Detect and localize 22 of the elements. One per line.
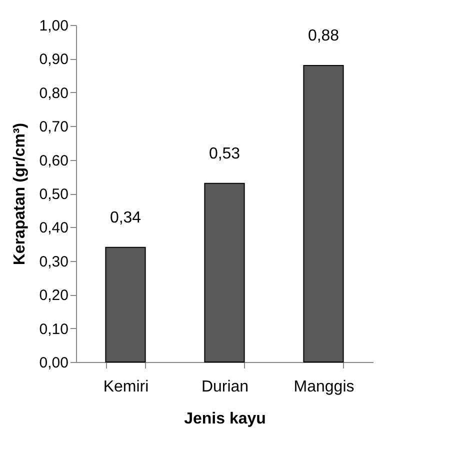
y-tick-label: 0,30 — [39, 253, 68, 270]
y-axis-title: Kerapatan (gr/cm³) — [11, 122, 28, 266]
x-tick-label: Manggis — [294, 378, 354, 396]
y-tick-label: 0,20 — [39, 287, 68, 304]
y-tick-label: 0,80 — [39, 84, 68, 102]
x-tick-label: Kemiri — [103, 378, 149, 396]
y-tick-label: 0,00 — [39, 354, 68, 372]
data-label: 0,88 — [308, 27, 340, 44]
y-tick-label: 0,60 — [39, 152, 68, 170]
data-label: 0,34 — [110, 209, 142, 226]
y-tick-label: 0,90 — [39, 51, 68, 68]
x-axis-title: Jenis kayu — [184, 410, 266, 428]
x-tick-label: Durian — [201, 378, 249, 396]
bar — [204, 182, 245, 362]
y-tick-label: 0,40 — [39, 220, 68, 237]
y-tick-label: 1,00 — [39, 18, 68, 34]
y-tick-label: 0,50 — [39, 186, 68, 203]
y-tick-label: 0,70 — [39, 118, 68, 136]
y-tick-label: 0,10 — [39, 320, 68, 338]
data-label: 0,53 — [208, 145, 240, 162]
bar — [105, 246, 146, 362]
bar — [303, 64, 344, 362]
